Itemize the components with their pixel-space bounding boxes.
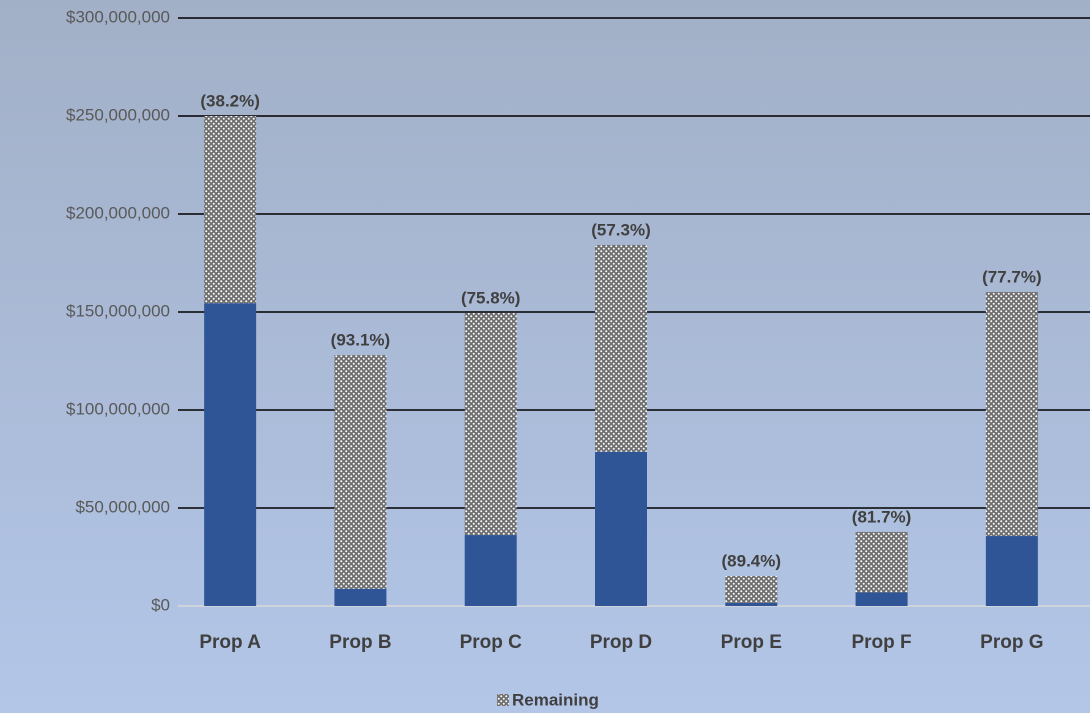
bar-segment: [985, 292, 1038, 537]
bar-segment: [595, 244, 647, 452]
x-tick-label: Prop E: [721, 632, 782, 653]
bar-top-label: (77.7%): [982, 267, 1042, 286]
y-tick-label: $250,000,000: [66, 105, 170, 124]
x-tick-label: Prop B: [329, 632, 391, 653]
bar-segment: [855, 592, 908, 606]
bar-top-label: (81.7%): [852, 507, 912, 526]
bar-top-label: (89.4%): [722, 551, 782, 570]
bar-segment: [985, 536, 1038, 606]
legend-swatch: [497, 694, 509, 706]
bar-top-label: (57.3%): [591, 220, 651, 239]
bar-top-label: (93.1%): [331, 331, 391, 350]
x-tick-label: Prop D: [590, 632, 652, 653]
y-tick-label: $300,000,000: [66, 7, 170, 26]
x-tick-label: Prop G: [980, 632, 1043, 653]
y-tick-label: $0: [151, 595, 170, 614]
y-tick-label: $100,000,000: [66, 399, 170, 418]
bar-segment: [204, 303, 257, 606]
bar-segment: [464, 535, 517, 606]
y-tick-label: $200,000,000: [66, 203, 170, 222]
bar-segment: [334, 588, 387, 606]
y-tick-label: $50,000,000: [75, 497, 170, 516]
bar-segment: [855, 531, 908, 593]
legend-label: Remaining: [512, 690, 599, 709]
bar-segment: [204, 116, 257, 304]
bar-segment: [725, 602, 778, 606]
x-tick-label: Prop C: [460, 632, 523, 653]
bar-segment: [464, 312, 517, 536]
bar-segment: [725, 576, 778, 603]
x-tick-label: Prop F: [851, 632, 911, 653]
bar-segment: [595, 451, 647, 606]
y-tick-label: $150,000,000: [66, 301, 170, 320]
x-tick-label: Prop A: [199, 632, 261, 653]
bar-top-label: (38.2%): [200, 91, 260, 110]
bar-segment: [334, 355, 387, 589]
bar-top-label: (75.8%): [461, 288, 521, 307]
